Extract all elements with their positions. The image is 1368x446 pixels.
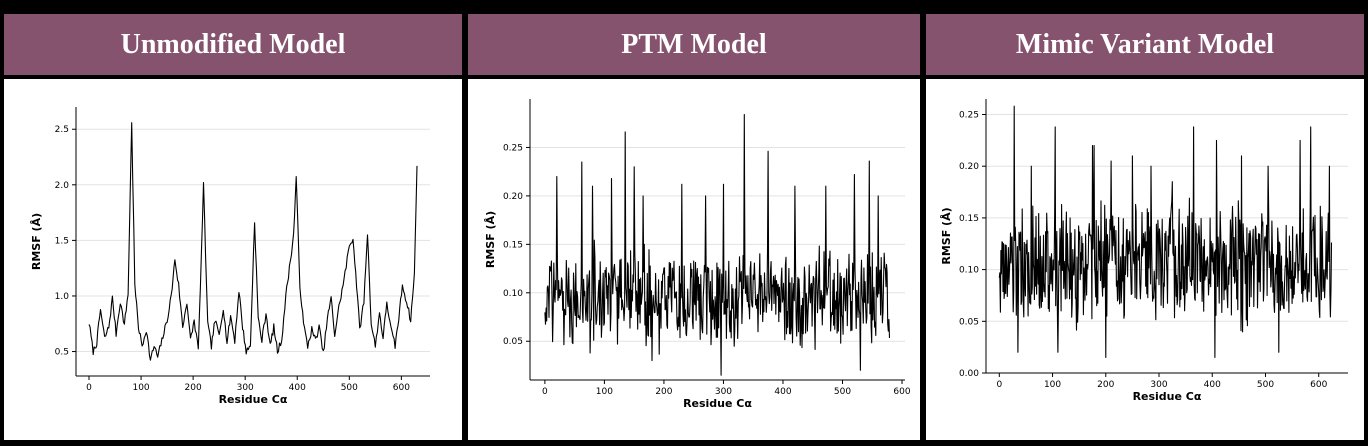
y-tick-label: 0.05 — [959, 317, 979, 327]
x-tick-label: 600 — [893, 387, 910, 397]
panel-unmodified: 0.5 1.0 1.5 2.0 2.5 0 100 200 300 400 500 600 Residu… — [4, 79, 462, 440]
x-tick-label: 300 — [1150, 380, 1167, 390]
x-tick-label: 600 — [1310, 380, 1327, 390]
panel-mimic: 0.00 0.05 0.10 0.15 0.20 0.25 0 100 200 300 400 500… — [926, 79, 1364, 440]
x-tick-label: 0 — [996, 380, 1002, 390]
x-tick-label: 100 — [1044, 380, 1061, 390]
x-tick-label: 100 — [132, 383, 149, 393]
chart-ptm-rmsf: 0.05 0.10 0.15 0.20 0.25 0 100 200 300 400 500 600 R… — [484, 99, 911, 410]
header-ptm: PTM Model — [468, 14, 920, 75]
x-axis-label: Residue Cα — [219, 393, 288, 406]
x-tick-label: 400 — [289, 383, 306, 393]
y-axis-label: RMSF (Å) — [940, 207, 953, 264]
y-tick-label: 0.15 — [503, 240, 523, 250]
y-tick-label: 0.00 — [959, 369, 979, 379]
y-tick-label: 0.25 — [503, 143, 523, 153]
y-tick-label: 0.15 — [959, 214, 979, 224]
y-tick-label: 0.20 — [503, 192, 523, 202]
x-tick-label: 400 — [774, 387, 791, 397]
rmsf-series-line — [544, 113, 891, 376]
y-tick-label: 1.5 — [55, 236, 69, 246]
panel-ptm: 0.05 0.10 0.15 0.20 0.25 0 100 200 300 400 500 600 R… — [468, 79, 920, 440]
y-axis-label: RMSF (Å) — [30, 213, 43, 270]
y-tick-label: 0.10 — [503, 289, 523, 299]
y-tick-label: 2.5 — [55, 125, 69, 135]
x-tick-label: 600 — [393, 383, 410, 393]
x-tick-label: 300 — [237, 383, 254, 393]
x-tick-label: 400 — [1204, 380, 1221, 390]
x-tick-label: 300 — [715, 387, 732, 397]
y-tick-label: 0.5 — [55, 348, 69, 358]
x-tick-label: 500 — [341, 383, 358, 393]
x-tick-label: 100 — [596, 387, 613, 397]
y-tick-label: 0.25 — [959, 111, 979, 121]
y-axis-label: RMSF (Å) — [484, 211, 497, 268]
header-mimic: Mimic Variant Model — [926, 14, 1364, 75]
y-tick-label: 0.10 — [959, 266, 979, 276]
chart-unmodified-rmsf: 0.5 1.0 1.5 2.0 2.5 0 100 200 300 400 500 600 Residu… — [30, 107, 430, 406]
x-tick-label: 500 — [834, 387, 851, 397]
rmsf-series-line — [88, 122, 418, 361]
y-tick-label: 1.0 — [55, 292, 70, 302]
x-tick-label: 500 — [1257, 380, 1274, 390]
rmsf-series-line — [998, 105, 1333, 359]
x-tick-label: 200 — [655, 387, 672, 397]
x-tick-label: 0 — [542, 387, 548, 397]
x-axis-label: Residue Cα — [1133, 390, 1202, 403]
chart-mimic-rmsf: 0.00 0.05 0.10 0.15 0.20 0.25 0 100 200 300 400 500… — [940, 99, 1348, 403]
y-tick-label: 0.20 — [959, 162, 979, 172]
x-axis-label: Residue Cα — [683, 397, 752, 410]
x-tick-label: 200 — [185, 383, 202, 393]
x-tick-label: 0 — [86, 383, 92, 393]
header-unmodified: Unmodified Model — [4, 14, 462, 75]
y-tick-label: 0.05 — [503, 337, 523, 347]
x-tick-label: 200 — [1097, 380, 1114, 390]
y-tick-label: 2.0 — [55, 181, 70, 191]
